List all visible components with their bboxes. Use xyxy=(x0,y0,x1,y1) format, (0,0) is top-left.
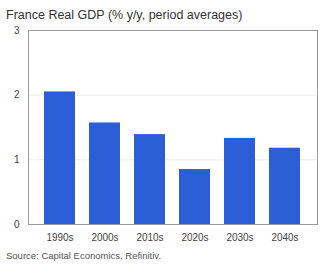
svg-text:1990s: 1990s xyxy=(46,232,73,243)
svg-text:2030s: 2030s xyxy=(226,232,253,243)
svg-text:2000s: 2000s xyxy=(91,232,118,243)
svg-text:2: 2 xyxy=(14,89,20,100)
html-text:Source: Capital Economics, Ref: Source: Capital Economics, Refinitiv. xyxy=(6,250,162,261)
html-text:France Real GDP (% y/y, period: France Real GDP (% y/y, period averages) xyxy=(6,8,243,22)
svg-text:2020s: 2020s xyxy=(181,232,208,243)
svg-text:0: 0 xyxy=(14,219,20,230)
svg-text:1: 1 xyxy=(14,154,20,165)
svg-text:3: 3 xyxy=(14,25,20,36)
svg-text:2010s: 2010s xyxy=(136,232,163,243)
svg-text:2040s: 2040s xyxy=(271,232,298,243)
